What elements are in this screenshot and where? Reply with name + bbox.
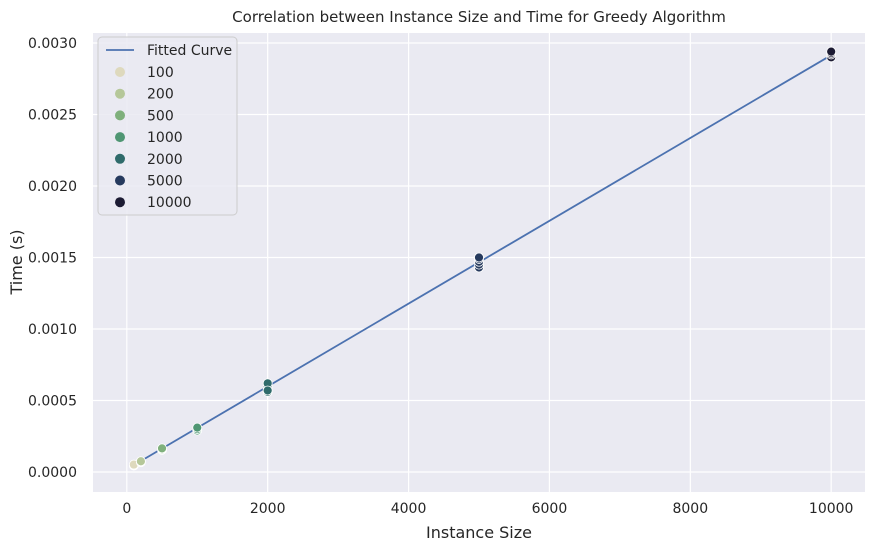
y-tick-label: 0.0005 — [28, 393, 77, 409]
legend-label-2000: 2000 — [147, 152, 183, 168]
x-tick-label: 4000 — [391, 501, 427, 517]
data-point-500 — [157, 443, 167, 454]
x-tick-label: 8000 — [672, 501, 708, 517]
x-tick-label: 10000 — [809, 501, 854, 517]
legend-label-100: 100 — [147, 65, 174, 81]
y-tick-label: 0.0000 — [28, 465, 77, 481]
x-axis-label: Instance Size — [426, 523, 532, 542]
y-tick-label: 0.0010 — [28, 322, 77, 338]
y-axis-label: Time (s) — [7, 229, 26, 295]
x-tick-label: 6000 — [532, 501, 568, 517]
data-points — [128, 46, 837, 471]
legend-label-5000: 5000 — [147, 174, 183, 190]
x-tick-label: 2000 — [250, 501, 286, 517]
y-tick-labels: 0.0000 0.0005 0.0010 0.0015 0.0020 0.0025 0.00… — [28, 36, 77, 481]
x-tick-label: 0 — [122, 501, 131, 517]
data-point-200 — [135, 456, 146, 467]
y-tick-label: 0.0020 — [28, 179, 77, 195]
legend-box — [97, 36, 238, 216]
legend-marker-100 — [115, 67, 125, 77]
data-point-5000 — [474, 252, 484, 263]
legend-marker-10000 — [115, 197, 125, 208]
data-point-2000 — [262, 385, 273, 396]
data-point-1000 — [192, 422, 203, 433]
legend-label-500: 500 — [147, 108, 174, 124]
y-tick-label: 0.0030 — [28, 36, 77, 52]
legend-marker-1000 — [115, 132, 125, 143]
data-point-10000 — [826, 46, 837, 57]
legend-label-1000: 1000 — [147, 130, 183, 146]
x-tick-labels: 0 2000 4000 6000 8000 10000 — [122, 501, 853, 517]
legend-label-200: 200 — [147, 87, 174, 103]
legend-entries: 100 200 500 1000 2000 5000 10000 — [115, 65, 192, 211]
legend-marker-500 — [115, 110, 125, 121]
legend-fitted-curve-label: Fitted Curve — [147, 43, 232, 59]
chart-title: Correlation between Instance Size and Ti… — [232, 8, 726, 26]
legend: Fitted Curve 100 200 500 1000 2000 5000 10000 — [97, 36, 238, 216]
legend-label-10000: 10000 — [147, 195, 192, 211]
legend-marker-2000 — [115, 153, 125, 164]
legend-marker-5000 — [115, 175, 125, 186]
y-tick-label: 0.0015 — [28, 250, 77, 266]
y-tick-label: 0.0025 — [28, 108, 77, 124]
legend-marker-200 — [115, 88, 125, 99]
